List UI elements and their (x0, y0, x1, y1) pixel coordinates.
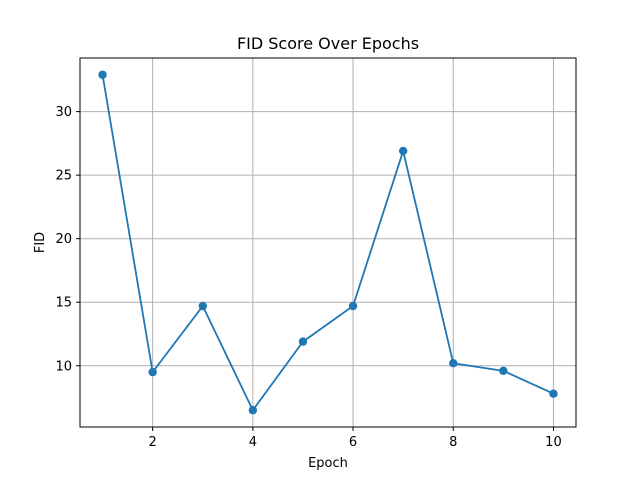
data-point-marker (98, 70, 107, 79)
data-point-marker (499, 366, 508, 376)
data-point-marker (398, 146, 408, 156)
grid-lines (80, 58, 576, 427)
data-point-marker (549, 389, 558, 398)
data-point-marker (148, 367, 157, 377)
data-point-marker (298, 337, 308, 346)
chart-title: FID Score Over Epochs (237, 34, 419, 53)
y-tick-label: 10 (55, 359, 72, 374)
x-tick-label: 4 (249, 435, 257, 450)
x-tick-label: 10 (545, 435, 562, 450)
data-point-marker (248, 406, 258, 415)
plot-area-frame (79, 57, 577, 428)
y-tick-label: 30 (55, 105, 72, 120)
x-axis-label: Epoch (308, 456, 348, 471)
y-axis-label: FID (33, 232, 48, 253)
series-line (101, 74, 554, 412)
y-tick-label: 15 (55, 296, 72, 311)
axis-ticks: 2 4 6 8 10 10 15 20 25 30 (55, 105, 561, 450)
x-tick-label: 8 (449, 435, 457, 450)
x-tick-label: 6 (349, 435, 357, 450)
y-tick-label: 20 (55, 232, 72, 247)
x-tick-label: 2 (149, 435, 157, 450)
data-point-marker (198, 301, 207, 311)
y-tick-label: 25 (55, 169, 72, 184)
data-point-marker (449, 359, 458, 368)
data-point-marker (348, 301, 358, 311)
data-series (98, 70, 558, 415)
